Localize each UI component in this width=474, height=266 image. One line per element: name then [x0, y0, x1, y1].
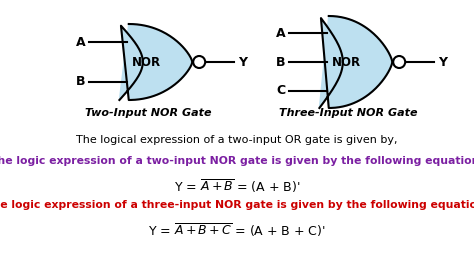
- Text: B: B: [276, 56, 285, 69]
- Text: C: C: [276, 84, 285, 97]
- Text: Y = $\overline{A + B + C}$ = (A + B + C)': Y = $\overline{A + B + C}$ = (A + B + C)…: [148, 222, 326, 239]
- Text: Y: Y: [438, 56, 447, 69]
- Text: NOR: NOR: [131, 56, 161, 69]
- Text: A: A: [276, 27, 285, 40]
- Polygon shape: [319, 16, 392, 108]
- Text: NOR: NOR: [331, 56, 361, 69]
- Text: B: B: [76, 75, 85, 88]
- Polygon shape: [119, 24, 192, 100]
- Text: Two-Input NOR Gate: Two-Input NOR Gate: [85, 108, 211, 118]
- Circle shape: [393, 56, 405, 68]
- Text: Three-Input NOR Gate: Three-Input NOR Gate: [279, 108, 417, 118]
- Text: The logical expression of a two-input OR gate is given by,: The logical expression of a two-input OR…: [76, 135, 398, 145]
- Text: Y = $\overline{A + B}$ = (A + B)': Y = $\overline{A + B}$ = (A + B)': [174, 178, 300, 195]
- Text: A: A: [76, 36, 85, 49]
- Text: Y: Y: [238, 56, 247, 69]
- Text: The logic expression of a three-input NOR gate is given by the following equatio: The logic expression of a three-input NO…: [0, 200, 474, 210]
- Text: The logic expression of a two-input NOR gate is given by the following equation:: The logic expression of a two-input NOR …: [0, 156, 474, 166]
- Circle shape: [193, 56, 205, 68]
